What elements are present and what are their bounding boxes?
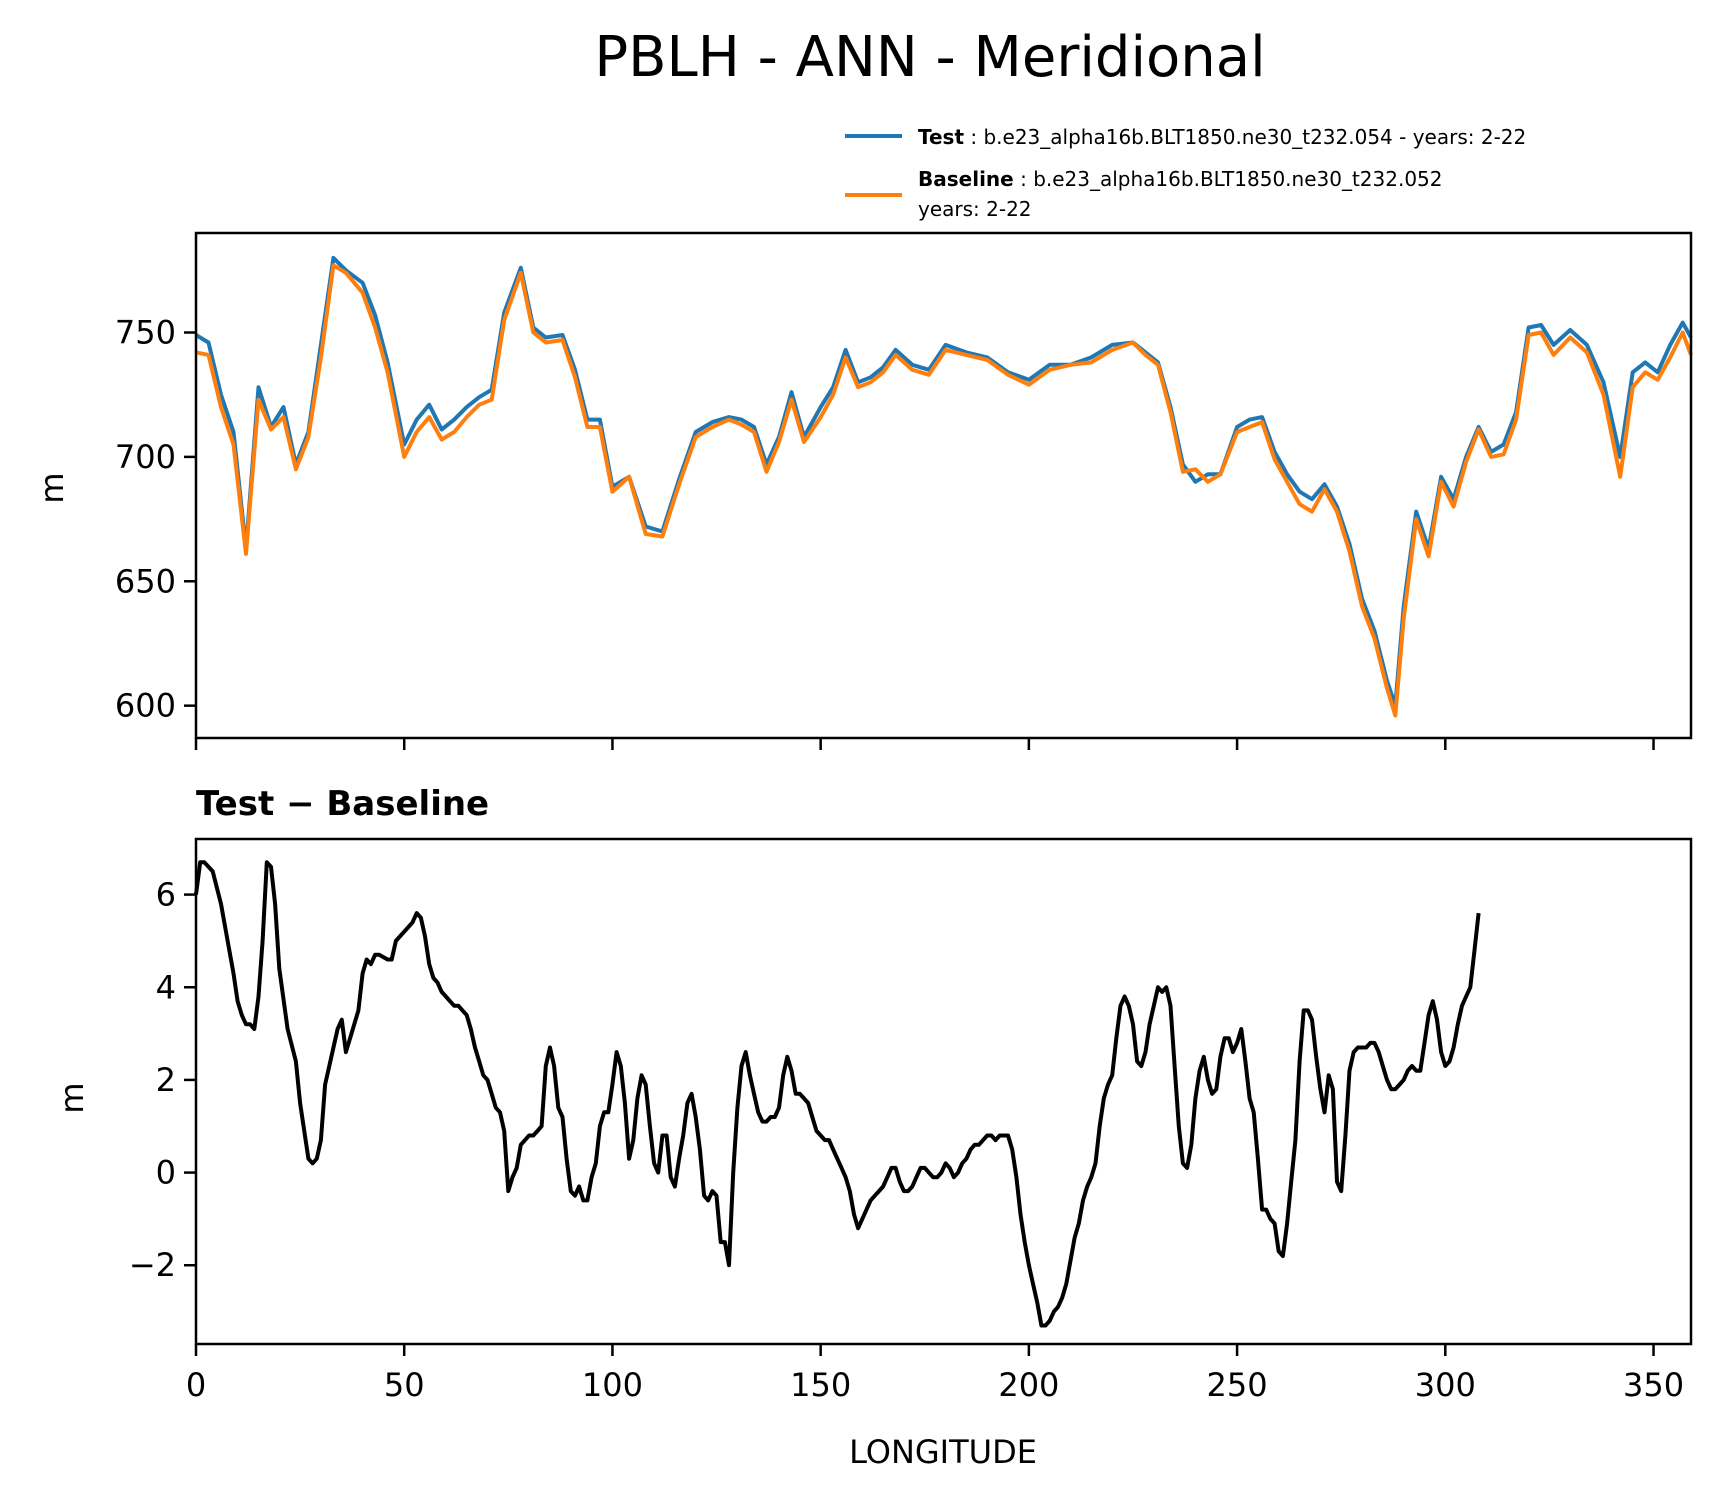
top-series-line-test — [194, 255, 1693, 708]
top-series-group — [194, 255, 1693, 718]
top-y-ticks: 600 650 700 750 — [115, 314, 196, 725]
bottom-x-ticks: 0 50 100 150 200 250 300 350 — [186, 1344, 1684, 1404]
legend-label-baseline: Baseline : b.e23_alpha16b.BLT1850.ne30_t… — [918, 167, 1443, 191]
bottom-y-axis-label: m — [53, 1082, 91, 1113]
x-tick-label: 250 — [1207, 1366, 1268, 1404]
top-y-tick-label: 700 — [115, 438, 176, 476]
bottom-y-tick-label: −2 — [129, 1246, 176, 1284]
bottom-y-tick-label: 0 — [156, 1154, 176, 1192]
legend-name-baseline: Baseline — [918, 167, 1014, 191]
top-plot-frame — [194, 231, 1693, 740]
x-tick-label: 300 — [1415, 1366, 1476, 1404]
top-panel: 600 650 700 750 m — [33, 231, 1693, 750]
top-y-tick-label: 650 — [115, 562, 176, 600]
legend-desc-test: : b.e23_alpha16b.BLT1850.ne30_t232.054 -… — [970, 125, 1526, 149]
bottom-plot-frame — [194, 837, 1693, 1346]
x-tick-label: 150 — [790, 1366, 851, 1404]
legend: Test : b.e23_alpha16b.BLT1850.ne30_t232.… — [845, 125, 1526, 221]
top-y-tick-label: 600 — [115, 687, 176, 725]
legend-desc-baseline: : b.e23_alpha16b.BLT1850.ne30_t232.052 — [1020, 167, 1442, 191]
chart-title: PBLH - ANN - Meridional — [594, 25, 1265, 90]
bottom-panel-title: Test − Baseline — [196, 784, 489, 824]
x-tick-label: 100 — [582, 1366, 643, 1404]
bottom-series-group — [194, 860, 1481, 1328]
top-y-axis-label: m — [33, 472, 71, 503]
bottom-series-line-difference — [194, 860, 1481, 1328]
x-tick-label: 200 — [998, 1366, 1059, 1404]
x-tick-label: 0 — [186, 1366, 206, 1404]
legend-desc-baseline-line2: years: 2-22 — [918, 197, 1032, 221]
legend-label-test: Test : b.e23_alpha16b.BLT1850.ne30_t232.… — [918, 125, 1526, 149]
top-x-ticks — [194, 738, 1655, 750]
bottom-panel: Test − Baseline −2 0 2 4 6 0 50 100 150 200 250 30… — [53, 784, 1693, 1471]
top-y-tick-label: 750 — [115, 314, 176, 352]
x-tick-label: 50 — [384, 1366, 425, 1404]
bottom-y-tick-label: 6 — [156, 876, 176, 914]
legend-name-test: Test — [918, 125, 964, 149]
bottom-y-tick-label: 2 — [156, 1061, 176, 1099]
bottom-y-tick-label: 4 — [156, 968, 176, 1006]
x-axis-label: LONGITUDE — [849, 1433, 1037, 1471]
top-series-line-baseline — [195, 263, 1693, 718]
x-tick-label: 350 — [1623, 1366, 1684, 1404]
bottom-y-ticks: −2 0 2 4 6 — [129, 876, 196, 1284]
